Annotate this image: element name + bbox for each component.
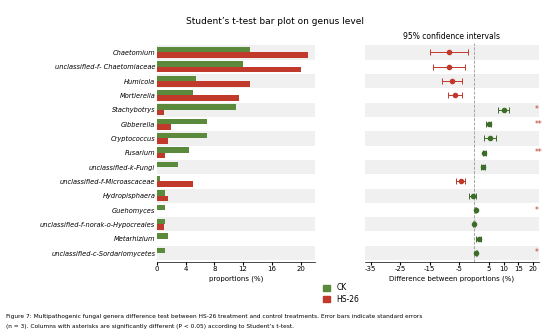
Bar (157, 246, 315, 260)
Bar (157, 103, 315, 117)
Bar (157, 133, 207, 138)
Bar (157, 181, 192, 187)
Bar (157, 189, 315, 203)
Bar (157, 196, 168, 201)
Bar (157, 176, 161, 181)
Bar (157, 45, 315, 60)
Text: **: ** (535, 120, 542, 128)
Text: *: * (535, 206, 538, 214)
Bar (157, 147, 189, 153)
Bar (365, 189, 539, 203)
Bar (157, 110, 164, 115)
Bar (157, 67, 301, 72)
Bar (157, 52, 308, 58)
Bar (157, 160, 315, 174)
Bar (157, 162, 178, 167)
Bar (365, 74, 539, 88)
Bar (157, 217, 315, 231)
Bar (365, 131, 539, 145)
Bar (157, 131, 315, 145)
Text: Student’s t-test bar plot on genus level: Student’s t-test bar plot on genus level (186, 17, 364, 26)
Text: (n = 3). Columns with asterisks are significantly different (P < 0.05) according: (n = 3). Columns with asterisks are sign… (6, 324, 294, 329)
Text: *: * (535, 248, 538, 258)
Legend: CK, HS-26: CK, HS-26 (320, 280, 362, 306)
Bar (157, 119, 207, 124)
Bar (365, 45, 539, 60)
Title: 95% confidence intervals: 95% confidence intervals (404, 32, 500, 41)
X-axis label: Difference between proportions (%): Difference between proportions (%) (389, 275, 514, 282)
Bar (157, 153, 166, 158)
Bar (157, 190, 166, 196)
X-axis label: proportions (%): proportions (%) (208, 275, 263, 282)
Text: *: * (535, 105, 538, 114)
Bar (365, 103, 539, 117)
Bar (365, 160, 539, 174)
Bar (157, 138, 168, 144)
Bar (157, 224, 164, 230)
Bar (157, 104, 236, 110)
Text: **: ** (535, 148, 542, 157)
Bar (365, 246, 539, 260)
Bar (157, 81, 250, 87)
Bar (157, 61, 243, 67)
Bar (157, 248, 166, 253)
Bar (157, 205, 166, 210)
Bar (157, 219, 166, 224)
Bar (157, 90, 192, 95)
Bar (157, 124, 171, 129)
Text: Figure 7: Multipathogenic fungal genera difference test between HS-26 treatment : Figure 7: Multipathogenic fungal genera … (6, 314, 422, 319)
Bar (365, 217, 539, 231)
Bar (157, 95, 239, 101)
Bar (157, 74, 315, 88)
Bar (157, 76, 196, 81)
Bar (157, 47, 250, 52)
Bar (157, 233, 168, 239)
